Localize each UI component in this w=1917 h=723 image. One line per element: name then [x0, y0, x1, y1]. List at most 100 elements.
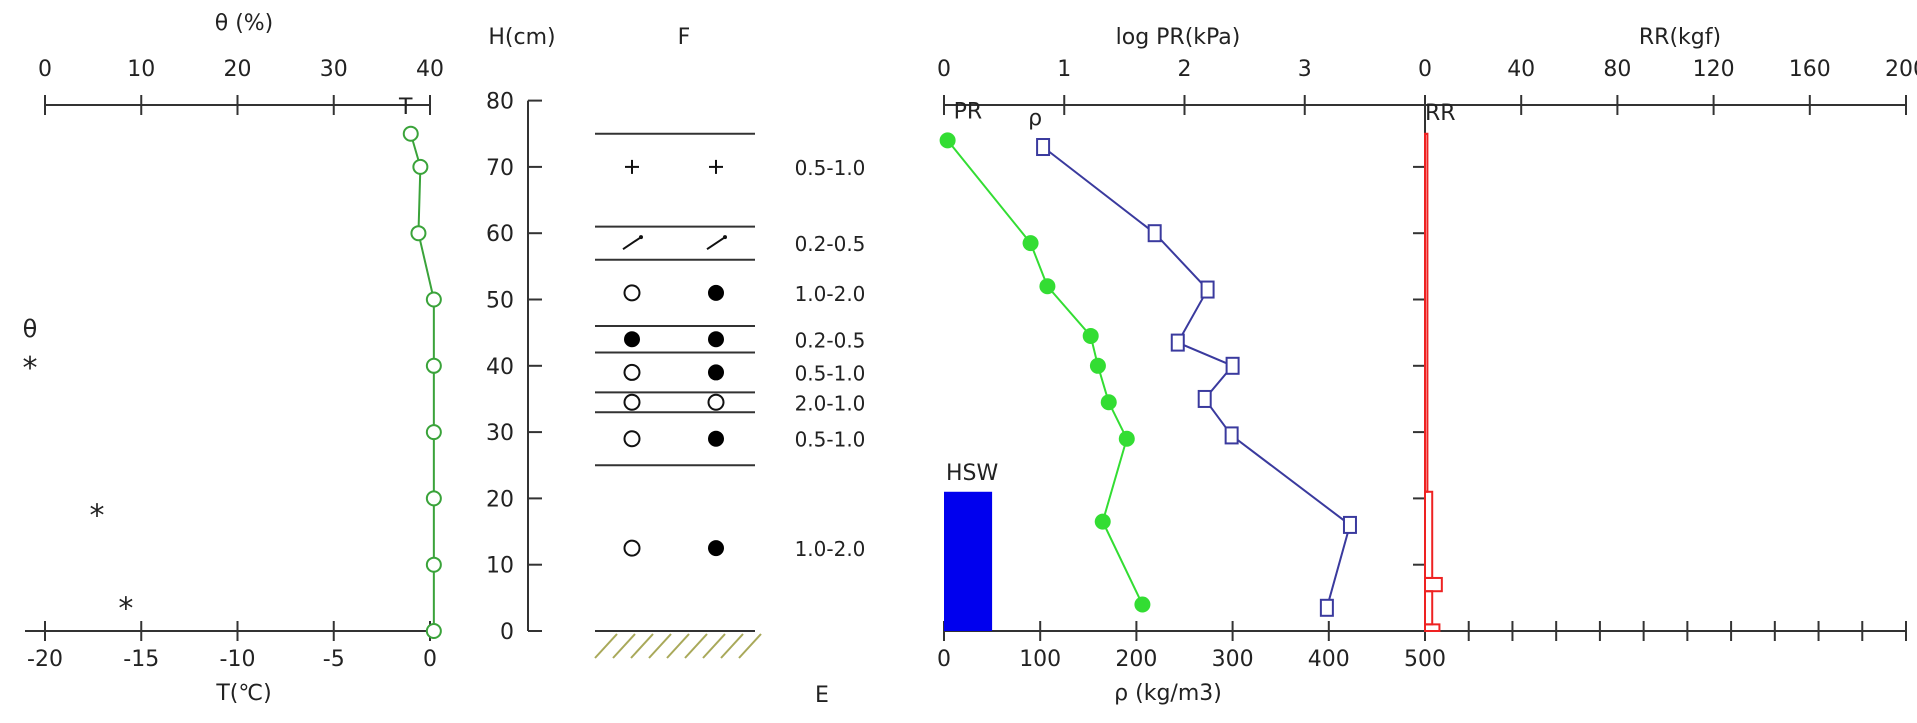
decomposed-particle-dot-icon: [639, 235, 643, 240]
ground-hatch-line: [720, 633, 744, 659]
top-axis-tick-label: 120: [1693, 57, 1735, 82]
top-axis-tick-label: 80: [1603, 57, 1631, 82]
decomposed-particle-dot-icon: [723, 235, 727, 240]
bottom-axis-tick-label: 300: [1212, 647, 1254, 672]
grain-size-label: 2.0-1.0: [795, 391, 866, 415]
density-point: [1224, 426, 1239, 445]
temperature-point: [410, 225, 427, 242]
temperature-point: [412, 158, 429, 175]
melt-form-filled-icon: [708, 540, 724, 557]
top-axis-label: θ (%): [215, 11, 274, 36]
height-axis-tick-label: 50: [486, 289, 514, 314]
temperature-moisture-panel: 0 10 20 30 40 θ (%) -20 -15 -10 -5 0 T(℃) T * * θ *: [23, 11, 445, 706]
bottom-axis-tick-label: -15: [123, 647, 159, 672]
pressure-point: [1082, 327, 1099, 344]
bottom-axis-label: T(℃): [215, 681, 271, 706]
bottom-axis-tick-label: -5: [323, 647, 345, 672]
legend-theta-symbol: θ: [23, 315, 38, 343]
pressure-point: [1022, 235, 1039, 252]
bottom-axis-tick-label: 200: [1115, 647, 1157, 672]
temperature-series-label: T: [398, 95, 413, 120]
column-header-label: F: [678, 25, 691, 50]
height-axis-tick-label: 20: [486, 487, 514, 512]
grain-size-label: 0.5-1.0: [795, 361, 866, 385]
ground-hatch-line: [702, 633, 726, 659]
grain-size-label: 1.0-2.0: [795, 282, 866, 306]
grain-size-label: 1.0-2.0: [795, 537, 866, 561]
density-point: [1036, 138, 1051, 157]
pressure-point: [1094, 513, 1111, 530]
temperature-point: [425, 357, 442, 374]
pressure-density-panel: 0 1 2 3 log PR(kPa) 0 100 200 300 400 500 ρ (kg/m3)…: [937, 25, 1446, 706]
decomposed-particle-slash-icon: [622, 236, 642, 250]
temperature-point: [425, 490, 442, 507]
bottom-axis-tick-label: -20: [27, 647, 63, 672]
legend-asterisk-symbol: *: [23, 351, 38, 386]
density-point: [1225, 356, 1240, 375]
ground-hatch-line: [666, 633, 690, 659]
ground-hatch-line: [630, 633, 654, 659]
top-axis-tick-label: 1: [1057, 57, 1071, 82]
ram-resistance-panel: 0 40 80 120 160 200 RR(kgf) RR: [1413, 25, 1917, 641]
grain-size-label: 0.2-0.5: [795, 232, 866, 256]
rounded-grain-open-icon: [707, 393, 725, 411]
ram-resistance-step: [1424, 576, 1443, 593]
bottom-axis-tick-label: 0: [937, 647, 951, 672]
temperature-point: [402, 125, 419, 142]
melt-form-filled-icon: [624, 331, 640, 348]
melt-form-filled-icon: [708, 331, 724, 348]
density-point: [1342, 515, 1357, 534]
top-axis-label: RR(kgf): [1639, 25, 1721, 50]
height-axis-tick-label: 0: [500, 620, 514, 645]
temperature-point: [425, 623, 442, 639]
pressure-point: [939, 132, 956, 149]
hsw-bar: [944, 491, 993, 631]
rounded-grain-open-icon: [623, 393, 641, 411]
ram-resistance-step: [1424, 590, 1434, 626]
melt-form-filled-icon: [708, 430, 724, 447]
top-axis-tick-label: 160: [1789, 57, 1831, 82]
grain-size-label: 0.2-0.5: [795, 328, 866, 352]
bottom-axis-tick-label: -10: [220, 647, 256, 672]
temperature-line: [409, 133, 435, 631]
density-point: [1197, 389, 1212, 408]
pressure-point: [1039, 278, 1056, 295]
height-axis-tick-label: 60: [486, 222, 514, 247]
pressure-point: [1100, 394, 1117, 411]
pressure-point: [1118, 430, 1135, 447]
ram-resistance-series-label: RR: [1425, 101, 1456, 126]
bottom-axis-tick-label: 100: [1019, 647, 1061, 672]
top-axis-tick-label: 10: [127, 57, 155, 82]
top-axis-tick-label: 40: [416, 57, 444, 82]
top-axis-tick-label: 0: [38, 57, 52, 82]
density-point: [1147, 224, 1162, 243]
grain-size-label: 0.5-1.0: [795, 156, 866, 180]
ram-resistance-step: [1424, 490, 1434, 579]
moisture-point: *: [118, 591, 133, 626]
hsw-bar-label: HSW: [946, 461, 999, 486]
height-axis-tick-label: 40: [486, 355, 514, 380]
rounded-grain-open-icon: [623, 284, 641, 302]
top-axis-tick-label: 20: [224, 57, 252, 82]
ground-hatch-line: [648, 633, 672, 659]
ground-hatch-line: [612, 633, 636, 659]
height-axis-label: H(cm): [488, 25, 555, 50]
snow-layer-panel: 0 10 20 30 40 50 60 70 80 H(cm) F E 0.5-1.0 0.2-0.5 1.…: [486, 25, 865, 708]
bottom-axis-label: ρ (kg/m3): [1114, 681, 1222, 706]
density-line: [1042, 146, 1352, 609]
ram-resistance-step: [1424, 623, 1441, 632]
top-axis-tick-label: 200: [1885, 57, 1917, 82]
ground-hatch-line: [594, 633, 618, 659]
height-axis-tick-label: 10: [486, 554, 514, 579]
top-axis-tick-label: 0: [1418, 57, 1432, 82]
pressure-point: [1134, 596, 1151, 613]
rounded-grain-open-icon: [623, 539, 641, 557]
grain-size-label: 0.5-1.0: [795, 428, 866, 452]
density-point: [1200, 280, 1215, 299]
top-axis-tick-label: 30: [320, 57, 348, 82]
top-axis-tick-label: 3: [1298, 57, 1312, 82]
pressure-series-label: PR: [954, 99, 983, 124]
melt-form-filled-icon: [708, 284, 724, 301]
density-point: [1319, 598, 1334, 617]
